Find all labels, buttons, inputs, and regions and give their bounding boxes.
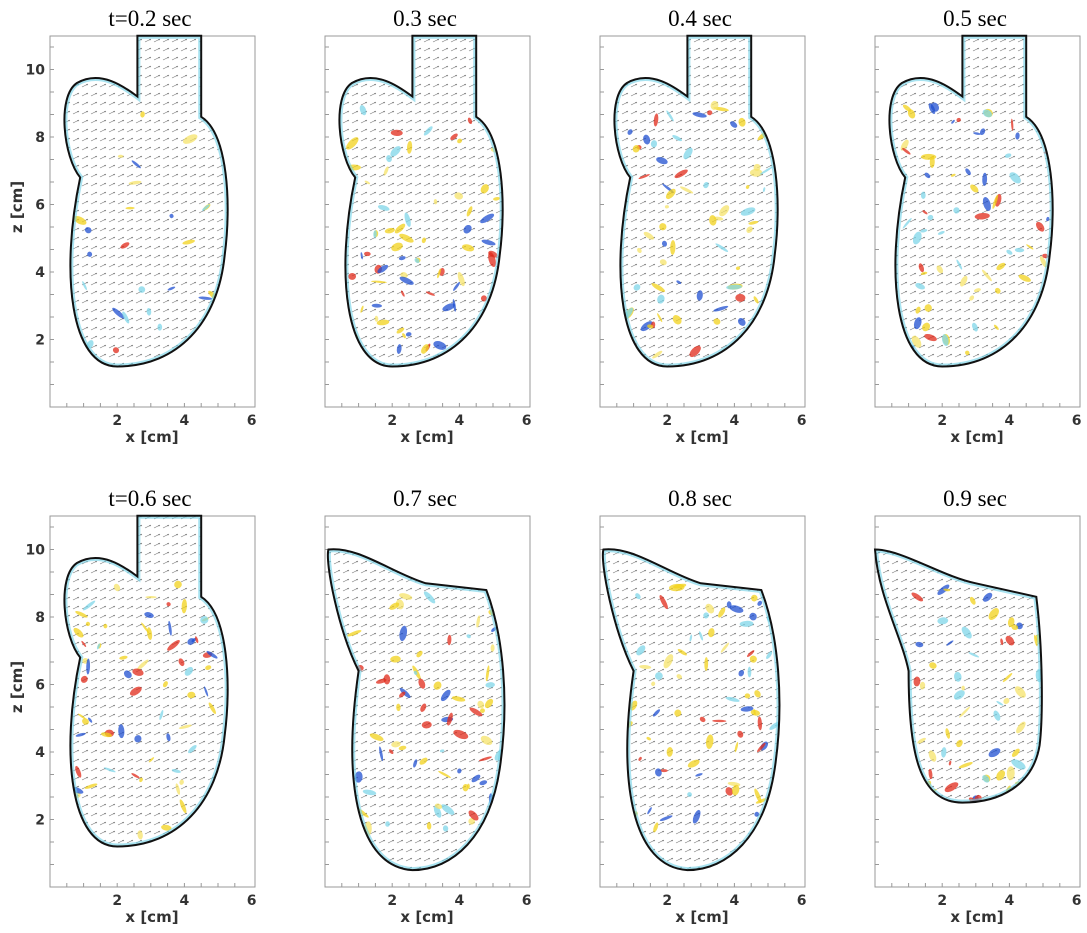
figure: t=0.2 sec246x [cm]246810z [cm]0.3 sec246…: [0, 0, 1087, 933]
vortex-patch: [492, 819, 503, 836]
x-tick-label: 2: [387, 413, 397, 429]
x-tick-label: 2: [937, 413, 947, 429]
x-tick-label: 4: [455, 893, 465, 909]
x-axis-label: x [cm]: [950, 908, 1003, 926]
x-tick-label: 4: [730, 893, 740, 909]
vortex-patch: [453, 349, 459, 356]
y-tick-label: 10: [26, 63, 46, 79]
panel: 0.4 sec 2 4 6 x [cm]: [600, 6, 806, 446]
panel-title: 0.5 sec: [943, 6, 1007, 31]
vortex-patch: [916, 825, 923, 838]
x-axis-label: x [cm]: [400, 908, 453, 926]
vortex-patch: [1032, 783, 1037, 787]
y-tick-label: 8: [35, 130, 45, 146]
vortex-patch: [761, 327, 771, 340]
panel: 0.3 sec 2 4 6 x [cm]: [325, 6, 531, 446]
x-axis-label: x [cm]: [675, 428, 728, 446]
vortex-patch: [964, 826, 976, 834]
x-tick-label: 6: [247, 413, 257, 429]
x-tick-label: 6: [797, 893, 807, 909]
vortex-patch: [118, 155, 124, 158]
vortex-patch: [761, 327, 775, 340]
x-tick-label: 6: [1072, 893, 1082, 909]
panel-title: 0.8 sec: [668, 486, 732, 511]
x-axis-label: x [cm]: [400, 428, 453, 446]
vortex-patch: [1009, 582, 1018, 589]
x-axis-label: x [cm]: [950, 428, 1003, 446]
x-tick-label: 6: [247, 893, 257, 909]
vortex-patch: [210, 806, 220, 814]
vortex-patch: [758, 110, 763, 115]
x-tick-label: 4: [730, 413, 740, 429]
y-tick-label: 4: [35, 265, 45, 281]
x-tick-label: 4: [180, 413, 190, 429]
vortex-patch: [1012, 816, 1019, 824]
x-tick-label: 2: [662, 413, 672, 429]
x-tick-label: 6: [522, 893, 532, 909]
panel-title: 0.7 sec: [393, 486, 457, 511]
y-tick-label: 10: [26, 543, 46, 559]
y-tick-label: 6: [35, 198, 45, 214]
vortex-patch: [214, 794, 222, 802]
vortex-patch: [906, 757, 913, 765]
panel-title: 0.9 sec: [943, 486, 1007, 511]
x-axis-label: x [cm]: [675, 908, 728, 926]
x-tick-label: 2: [112, 893, 122, 909]
y-tick-label: 2: [35, 813, 45, 829]
x-tick-label: 2: [112, 413, 122, 429]
x-tick-label: 4: [455, 413, 465, 429]
x-tick-label: 6: [522, 413, 532, 429]
vortex-patch: [1021, 351, 1035, 361]
y-axis-label: z [cm]: [8, 181, 26, 233]
vortex-patch: [145, 596, 157, 598]
y-tick-label: 6: [35, 678, 45, 694]
panel: t=0.2 sec246x [cm]246810z [cm]: [8, 6, 256, 446]
panel-title: t=0.6 sec: [108, 486, 191, 511]
vortex-patch: [492, 589, 501, 597]
vortex-patch: [986, 823, 993, 830]
y-tick-label: 4: [35, 745, 45, 761]
vortex-patch: [1042, 742, 1051, 751]
x-tick-label: 4: [180, 893, 190, 909]
x-tick-label: 2: [662, 893, 672, 909]
panel: 0.8 sec 2 4 6 x [cm]: [600, 486, 806, 926]
vortex-patch: [917, 819, 932, 828]
y-tick-label: 2: [35, 333, 45, 349]
vortex-patch: [748, 667, 752, 678]
y-axis-label: z [cm]: [8, 661, 26, 713]
vortex-patch: [475, 324, 486, 334]
vortex-patch: [905, 828, 913, 838]
vortex-patch: [985, 809, 994, 819]
vortex-patch: [921, 192, 926, 199]
vortex-patch: [483, 348, 492, 355]
x-axis-label: x [cm]: [125, 908, 178, 926]
vortex-patch: [742, 334, 748, 344]
vortex-patch: [899, 811, 910, 823]
vortex-patch: [1033, 328, 1042, 342]
x-tick-label: 2: [387, 893, 397, 909]
y-tick-label: 8: [35, 610, 45, 626]
panel: 0.5 sec 2 4 6 x [cm]: [875, 6, 1081, 446]
x-tick-label: 4: [1005, 413, 1015, 429]
vortex-patch: [345, 828, 359, 837]
panel: 0.9 sec 2 4 6 x [cm]: [875, 486, 1081, 926]
panel-title: t=0.2 sec: [108, 6, 191, 31]
x-tick-label: 6: [1072, 413, 1082, 429]
vortex-patch: [211, 587, 216, 600]
panel-title: 0.3 sec: [393, 6, 457, 31]
vortex-patch: [1015, 824, 1020, 827]
panel: 0.7 sec 2 4 6 x [cm]: [325, 486, 531, 926]
x-tick-label: 2: [937, 893, 947, 909]
panel-title: 0.4 sec: [668, 6, 732, 31]
vortex-patch: [1026, 801, 1033, 809]
vortex-patch: [745, 693, 751, 698]
x-tick-label: 6: [797, 413, 807, 429]
x-axis-label: x [cm]: [125, 428, 178, 446]
vortex-patch: [921, 154, 936, 160]
x-tick-label: 4: [1005, 893, 1015, 909]
